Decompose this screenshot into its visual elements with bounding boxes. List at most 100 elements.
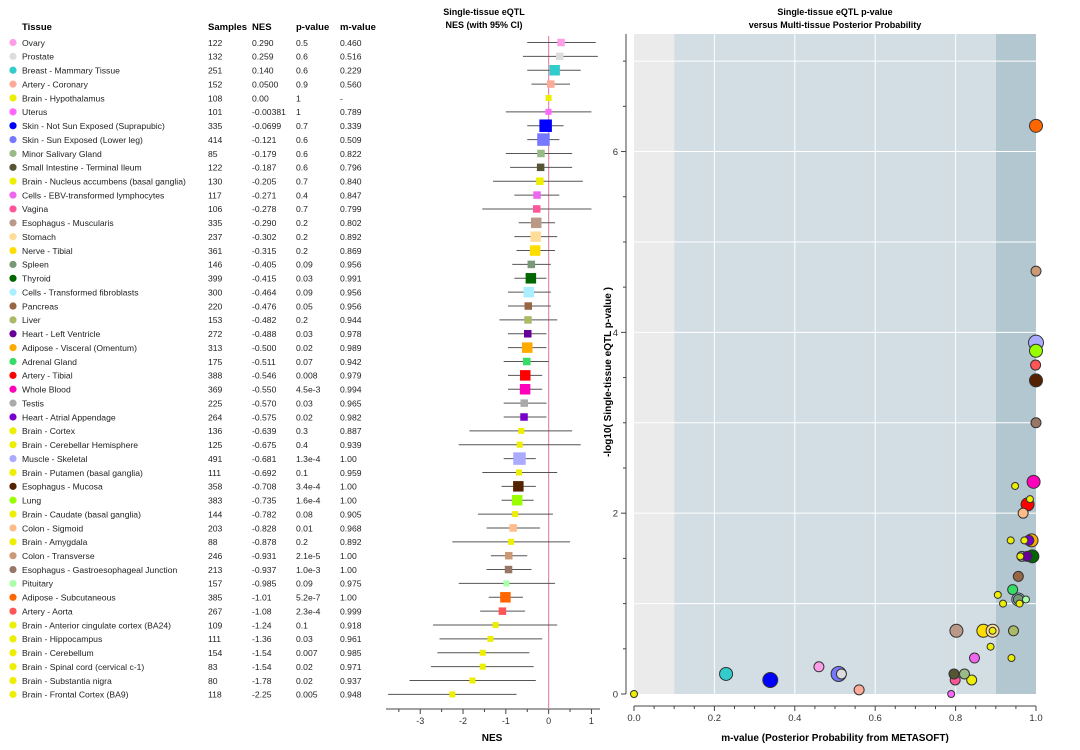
forest-row: [486, 524, 541, 532]
forest-row: [527, 119, 564, 132]
m-value: 1.00: [340, 565, 357, 575]
tissue-color-dot: [9, 621, 17, 629]
table-row: Brain - Putamen (basal ganglia) 111 -0.692…: [9, 468, 362, 478]
p-value: 0.09: [296, 287, 313, 297]
p-value: 0.09: [296, 579, 313, 589]
tissue-name: Brain - Caudate (basal ganglia): [22, 509, 141, 519]
p-value: 2.1e-5: [296, 551, 321, 561]
forest-estimate-square: [492, 622, 499, 629]
table-row: Adipose - Subcutaneous 385 -1.01 5.2e-7 1.00: [9, 593, 357, 603]
tissue-name: Thyroid: [22, 274, 51, 284]
p-value: 2.3e-4: [296, 606, 321, 616]
m-value: 0.822: [340, 149, 362, 159]
m-value: 0.937: [340, 676, 362, 686]
p-value: 0.05: [296, 301, 313, 311]
table-row: Colon - Sigmoid 203 -0.828 0.01 0.968: [9, 523, 362, 533]
forest-row: [499, 316, 558, 324]
table-row: Esophagus - Mucosa 358 -0.708 3.4e-4 1.00: [9, 482, 357, 492]
tissue-color-dot: [9, 122, 17, 130]
sample-count: 175: [208, 357, 223, 367]
sample-count: 385: [208, 593, 223, 603]
sample-count: 109: [208, 620, 223, 630]
forest-tick-label: -2: [459, 716, 467, 726]
forest-row: [507, 384, 543, 395]
forest-estimate-square: [545, 94, 552, 101]
table-row: Testis 225 -0.570 0.03 0.965: [9, 398, 362, 408]
p-value: 0.2: [296, 232, 308, 242]
sample-count: 267: [208, 606, 223, 616]
nes-value: -0.476: [252, 301, 277, 311]
scatter-region: [674, 34, 996, 694]
forest-estimate-square: [529, 245, 541, 256]
table-row: Brain - Frontal Cortex (BA9) 118 -2.25 0.00…: [9, 690, 362, 700]
tissue-color-dot: [9, 496, 17, 504]
m-value: 1.00: [340, 496, 357, 506]
forest-tick-label: 1: [589, 716, 594, 726]
tissue-color-dot: [9, 163, 17, 171]
p-value: 0.2: [296, 246, 308, 256]
sample-count: 399: [208, 274, 223, 284]
tissue-name: Prostate: [22, 52, 54, 62]
m-value: 0.892: [340, 537, 362, 547]
tissue-color-dot: [9, 233, 17, 241]
table-row: Uterus 101 -0.00381 1 0.789: [9, 107, 362, 117]
forest-estimate-square: [516, 441, 523, 448]
scatter-point: [993, 590, 1002, 599]
sample-count: 157: [208, 579, 223, 589]
table-row: Thyroid 399 -0.415 0.03 0.991: [9, 274, 362, 284]
p-value: 0.02: [296, 662, 313, 672]
m-value: 0.944: [340, 315, 362, 325]
m-value: 0.942: [340, 357, 362, 367]
forest-row: [486, 565, 532, 574]
tissue-name: Stomach: [22, 232, 56, 242]
scatter-y-tick-label: 6: [613, 147, 618, 158]
nes-value: -0.464: [252, 287, 277, 297]
scatter-point: [1007, 584, 1019, 596]
table-row: Brain - Hypothalamus 108 0.00 1 -: [9, 93, 343, 103]
p-value: 0.007: [296, 648, 318, 658]
tissue-color-dot: [9, 663, 17, 671]
nes-value: 0.00: [252, 93, 269, 103]
sample-count: 300: [208, 287, 223, 297]
m-value: 0.789: [340, 107, 362, 117]
forest-estimate-square: [487, 635, 494, 642]
forest-estimate-square: [537, 149, 545, 158]
forest-row: [527, 133, 560, 146]
forest-estimate-square: [530, 231, 541, 242]
nes-value: -0.290: [252, 218, 277, 228]
header-samples: Samples: [208, 22, 247, 33]
m-value: 0.869: [340, 246, 362, 256]
p-value: 0.6: [296, 52, 308, 62]
forest-row: [488, 592, 523, 603]
forest-estimate-square: [520, 370, 531, 381]
m-value: 0.799: [340, 204, 362, 214]
forest-estimate-square: [521, 342, 533, 353]
nes-value: -0.405: [252, 260, 277, 270]
sample-count: 108: [208, 93, 223, 103]
forest-row: [493, 177, 583, 185]
forest-row: [514, 191, 560, 199]
tissue-color-dot: [9, 441, 17, 449]
nes-value: -1.54: [252, 648, 272, 658]
nes-value: -1.01: [252, 593, 272, 603]
scatter-point: [947, 690, 956, 698]
forest-estimate-square: [508, 538, 515, 545]
scatter-point: [1025, 495, 1034, 504]
tissue-color-dot: [9, 246, 17, 255]
tissue-color-dot: [9, 219, 17, 227]
nes-value: -0.511: [252, 357, 276, 367]
forest-row: [514, 273, 547, 284]
sample-count: 111: [208, 634, 221, 644]
tissue-color-dot: [9, 344, 17, 352]
nes-value: -0.931: [252, 551, 277, 561]
nes-value: -0.315: [252, 246, 277, 256]
sample-count: 154: [208, 648, 223, 658]
scatter-point: [1029, 343, 1043, 358]
table-row: Brain - Cortex 136 -0.639 0.3 0.887: [9, 426, 362, 436]
forest-x-label: NES: [482, 733, 503, 744]
table-row: Brain - Cerebellar Hemisphere 125 -0.675 0.…: [9, 440, 362, 450]
scatter-point: [1020, 536, 1029, 545]
sample-count: 383: [208, 496, 223, 506]
forest-estimate-square: [509, 524, 517, 532]
forest-estimate-square: [547, 80, 555, 88]
